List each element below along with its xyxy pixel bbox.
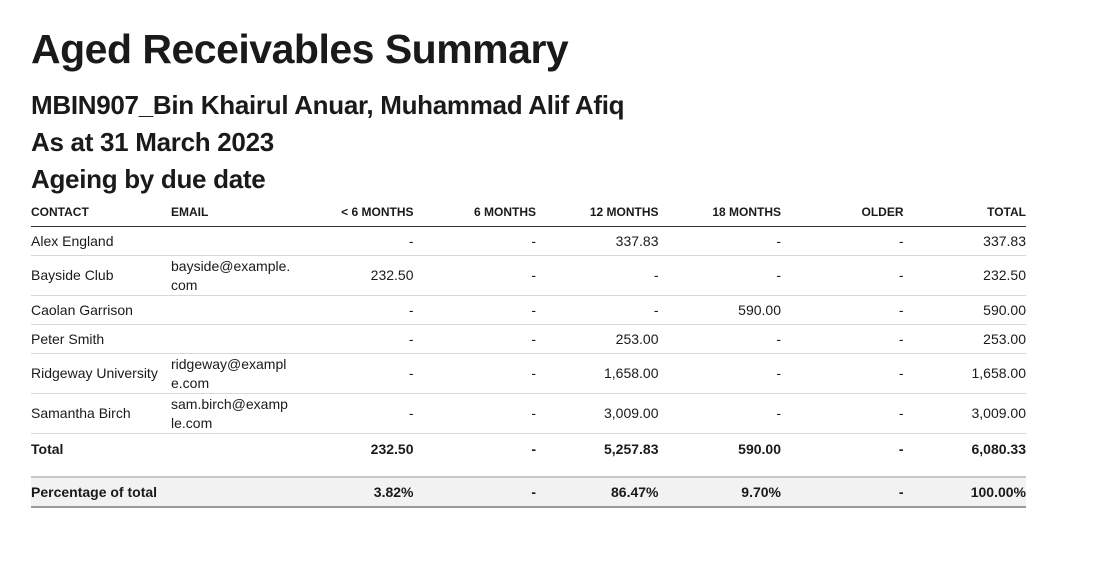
report-date: As at 31 March 2023 bbox=[31, 127, 274, 157]
percentage-label: Percentage of total bbox=[31, 477, 171, 508]
amount-lt6-cell: - bbox=[291, 226, 414, 256]
amount-6m-cell: - bbox=[413, 295, 536, 325]
percentage-6m-cell: - bbox=[413, 477, 536, 508]
amount-18m-cell: - bbox=[658, 353, 781, 394]
amount-lt6-cell: - bbox=[291, 353, 414, 394]
percentage-total-cell: 100.00% bbox=[903, 477, 1026, 508]
ageing-basis: Ageing by due date bbox=[31, 164, 266, 194]
header-older[interactable]: OLDER bbox=[781, 198, 904, 227]
header-18-months[interactable]: 18 MONTHS bbox=[658, 198, 781, 227]
total-older-cell: - bbox=[898, 440, 904, 457]
amount-12m-cell: 253.00 bbox=[536, 324, 659, 354]
email-cell bbox=[171, 324, 291, 354]
amount-12m-cell: - bbox=[536, 255, 659, 296]
table-row: Caolan Garrison - - - 590.00 - 590.00 bbox=[31, 295, 1026, 325]
percentage-12m-cell: 86.47% bbox=[536, 477, 659, 508]
amount-18m-cell: - bbox=[658, 226, 781, 256]
header-12-months[interactable]: 12 MONTHS bbox=[536, 198, 659, 227]
percentage-email-cell bbox=[171, 477, 291, 508]
total-label: Total bbox=[31, 440, 64, 457]
header-6-months[interactable]: 6 MONTHS bbox=[413, 198, 536, 227]
total-row: Total 232.50 - 5,257.83 590.00 - 6,080.3… bbox=[31, 434, 1026, 465]
amount-lt6-cell: - bbox=[291, 324, 414, 354]
percentage-older-cell: - bbox=[781, 477, 904, 508]
header-total[interactable]: TOTAL bbox=[903, 198, 1026, 227]
email-cell bbox=[171, 226, 291, 256]
amount-12m-cell: 1,658.00 bbox=[536, 353, 659, 394]
amount-6m-cell: - bbox=[413, 393, 536, 434]
amount-12m-cell: 337.83 bbox=[536, 226, 659, 256]
contact-link[interactable]: Peter Smith bbox=[31, 324, 171, 354]
amount-18m-cell: 590.00 bbox=[658, 295, 781, 325]
amount-18m-cell: - bbox=[658, 324, 781, 354]
percentage-row: Percentage of total 3.82% - 86.47% 9.70%… bbox=[31, 477, 1026, 508]
amount-6m-cell: - bbox=[413, 324, 536, 354]
amount-total-cell: 232.50 bbox=[903, 255, 1026, 296]
contact-link[interactable]: Alex England bbox=[31, 226, 171, 256]
amount-older-cell: - bbox=[781, 353, 904, 394]
amount-total-cell: 590.00 bbox=[903, 295, 1026, 325]
amount-12m-cell: - bbox=[536, 295, 659, 325]
amount-lt6-cell: 232.50 bbox=[291, 255, 414, 296]
contact-link[interactable]: Caolan Garrison bbox=[31, 295, 171, 325]
percentage-lt6-cell: 3.82% bbox=[291, 477, 414, 508]
total-6m-cell: - bbox=[531, 440, 536, 457]
amount-older-cell: - bbox=[781, 255, 904, 296]
amount-18m-cell: - bbox=[658, 255, 781, 296]
amount-total-cell: 337.83 bbox=[903, 226, 1026, 256]
amount-lt6-cell: - bbox=[291, 393, 414, 434]
amount-total-cell: 253.00 bbox=[903, 324, 1026, 354]
amount-12m-cell: 3,009.00 bbox=[536, 393, 659, 434]
amount-18m-cell: - bbox=[658, 393, 781, 434]
amount-older-cell: - bbox=[781, 295, 904, 325]
amount-older-cell: - bbox=[781, 324, 904, 354]
amount-older-cell: - bbox=[781, 226, 904, 256]
divider-cell bbox=[31, 464, 1026, 478]
email-cell: sam.birch@example.com bbox=[171, 393, 291, 434]
contact-link[interactable]: Bayside Club bbox=[31, 255, 171, 296]
percentage-18m-cell: 9.70% bbox=[658, 477, 781, 508]
table-header-row: CONTACT EMAIL < 6 MONTHS 6 MONTHS 12 MON… bbox=[31, 198, 1026, 227]
email-cell: ridgeway@example.com bbox=[171, 353, 291, 394]
table-row: Ridgeway University ridgeway@example.com… bbox=[31, 353, 1026, 394]
total-12m-cell: 5,257.83 bbox=[604, 440, 659, 457]
table-row: Bayside Club bayside@example.com 232.50 … bbox=[31, 255, 1026, 296]
organisation-name: MBIN907_Bin Khairul Anuar, Muhammad Alif… bbox=[31, 90, 625, 120]
amount-total-cell: 3,009.00 bbox=[903, 393, 1026, 434]
header-email[interactable]: EMAIL bbox=[171, 198, 291, 227]
contact-link[interactable]: Ridgeway University bbox=[31, 353, 171, 394]
total-email-cell bbox=[171, 434, 291, 465]
amount-6m-cell: - bbox=[413, 353, 536, 394]
receivables-table: CONTACT EMAIL < 6 MONTHS 6 MONTHS 12 MON… bbox=[31, 198, 1026, 508]
amount-6m-cell: - bbox=[413, 226, 536, 256]
total-total-cell: 6,080.33 bbox=[971, 440, 1027, 457]
amount-older-cell: - bbox=[781, 393, 904, 434]
table-row: Samantha Birch sam.birch@example.com - -… bbox=[31, 393, 1026, 434]
total-18m-cell: 590.00 bbox=[738, 440, 781, 457]
amount-total-cell: 1,658.00 bbox=[903, 353, 1026, 394]
header-less-than-6-months[interactable]: < 6 MONTHS bbox=[291, 198, 414, 227]
total-lt6-cell: 232.50 bbox=[370, 440, 414, 457]
amount-lt6-cell: - bbox=[291, 295, 414, 325]
table-divider bbox=[31, 464, 1026, 478]
email-cell: bayside@example.com bbox=[171, 255, 291, 296]
report-title: Aged Receivables Summary bbox=[31, 26, 569, 72]
contact-link[interactable]: Samantha Birch bbox=[31, 393, 171, 434]
table-row: Alex England - - 337.83 - - 337.83 bbox=[31, 226, 1026, 256]
amount-6m-cell: - bbox=[413, 255, 536, 296]
header-contact[interactable]: CONTACT bbox=[31, 198, 171, 227]
table-row: Peter Smith - - 253.00 - - 253.00 bbox=[31, 324, 1026, 354]
email-cell bbox=[171, 295, 291, 325]
